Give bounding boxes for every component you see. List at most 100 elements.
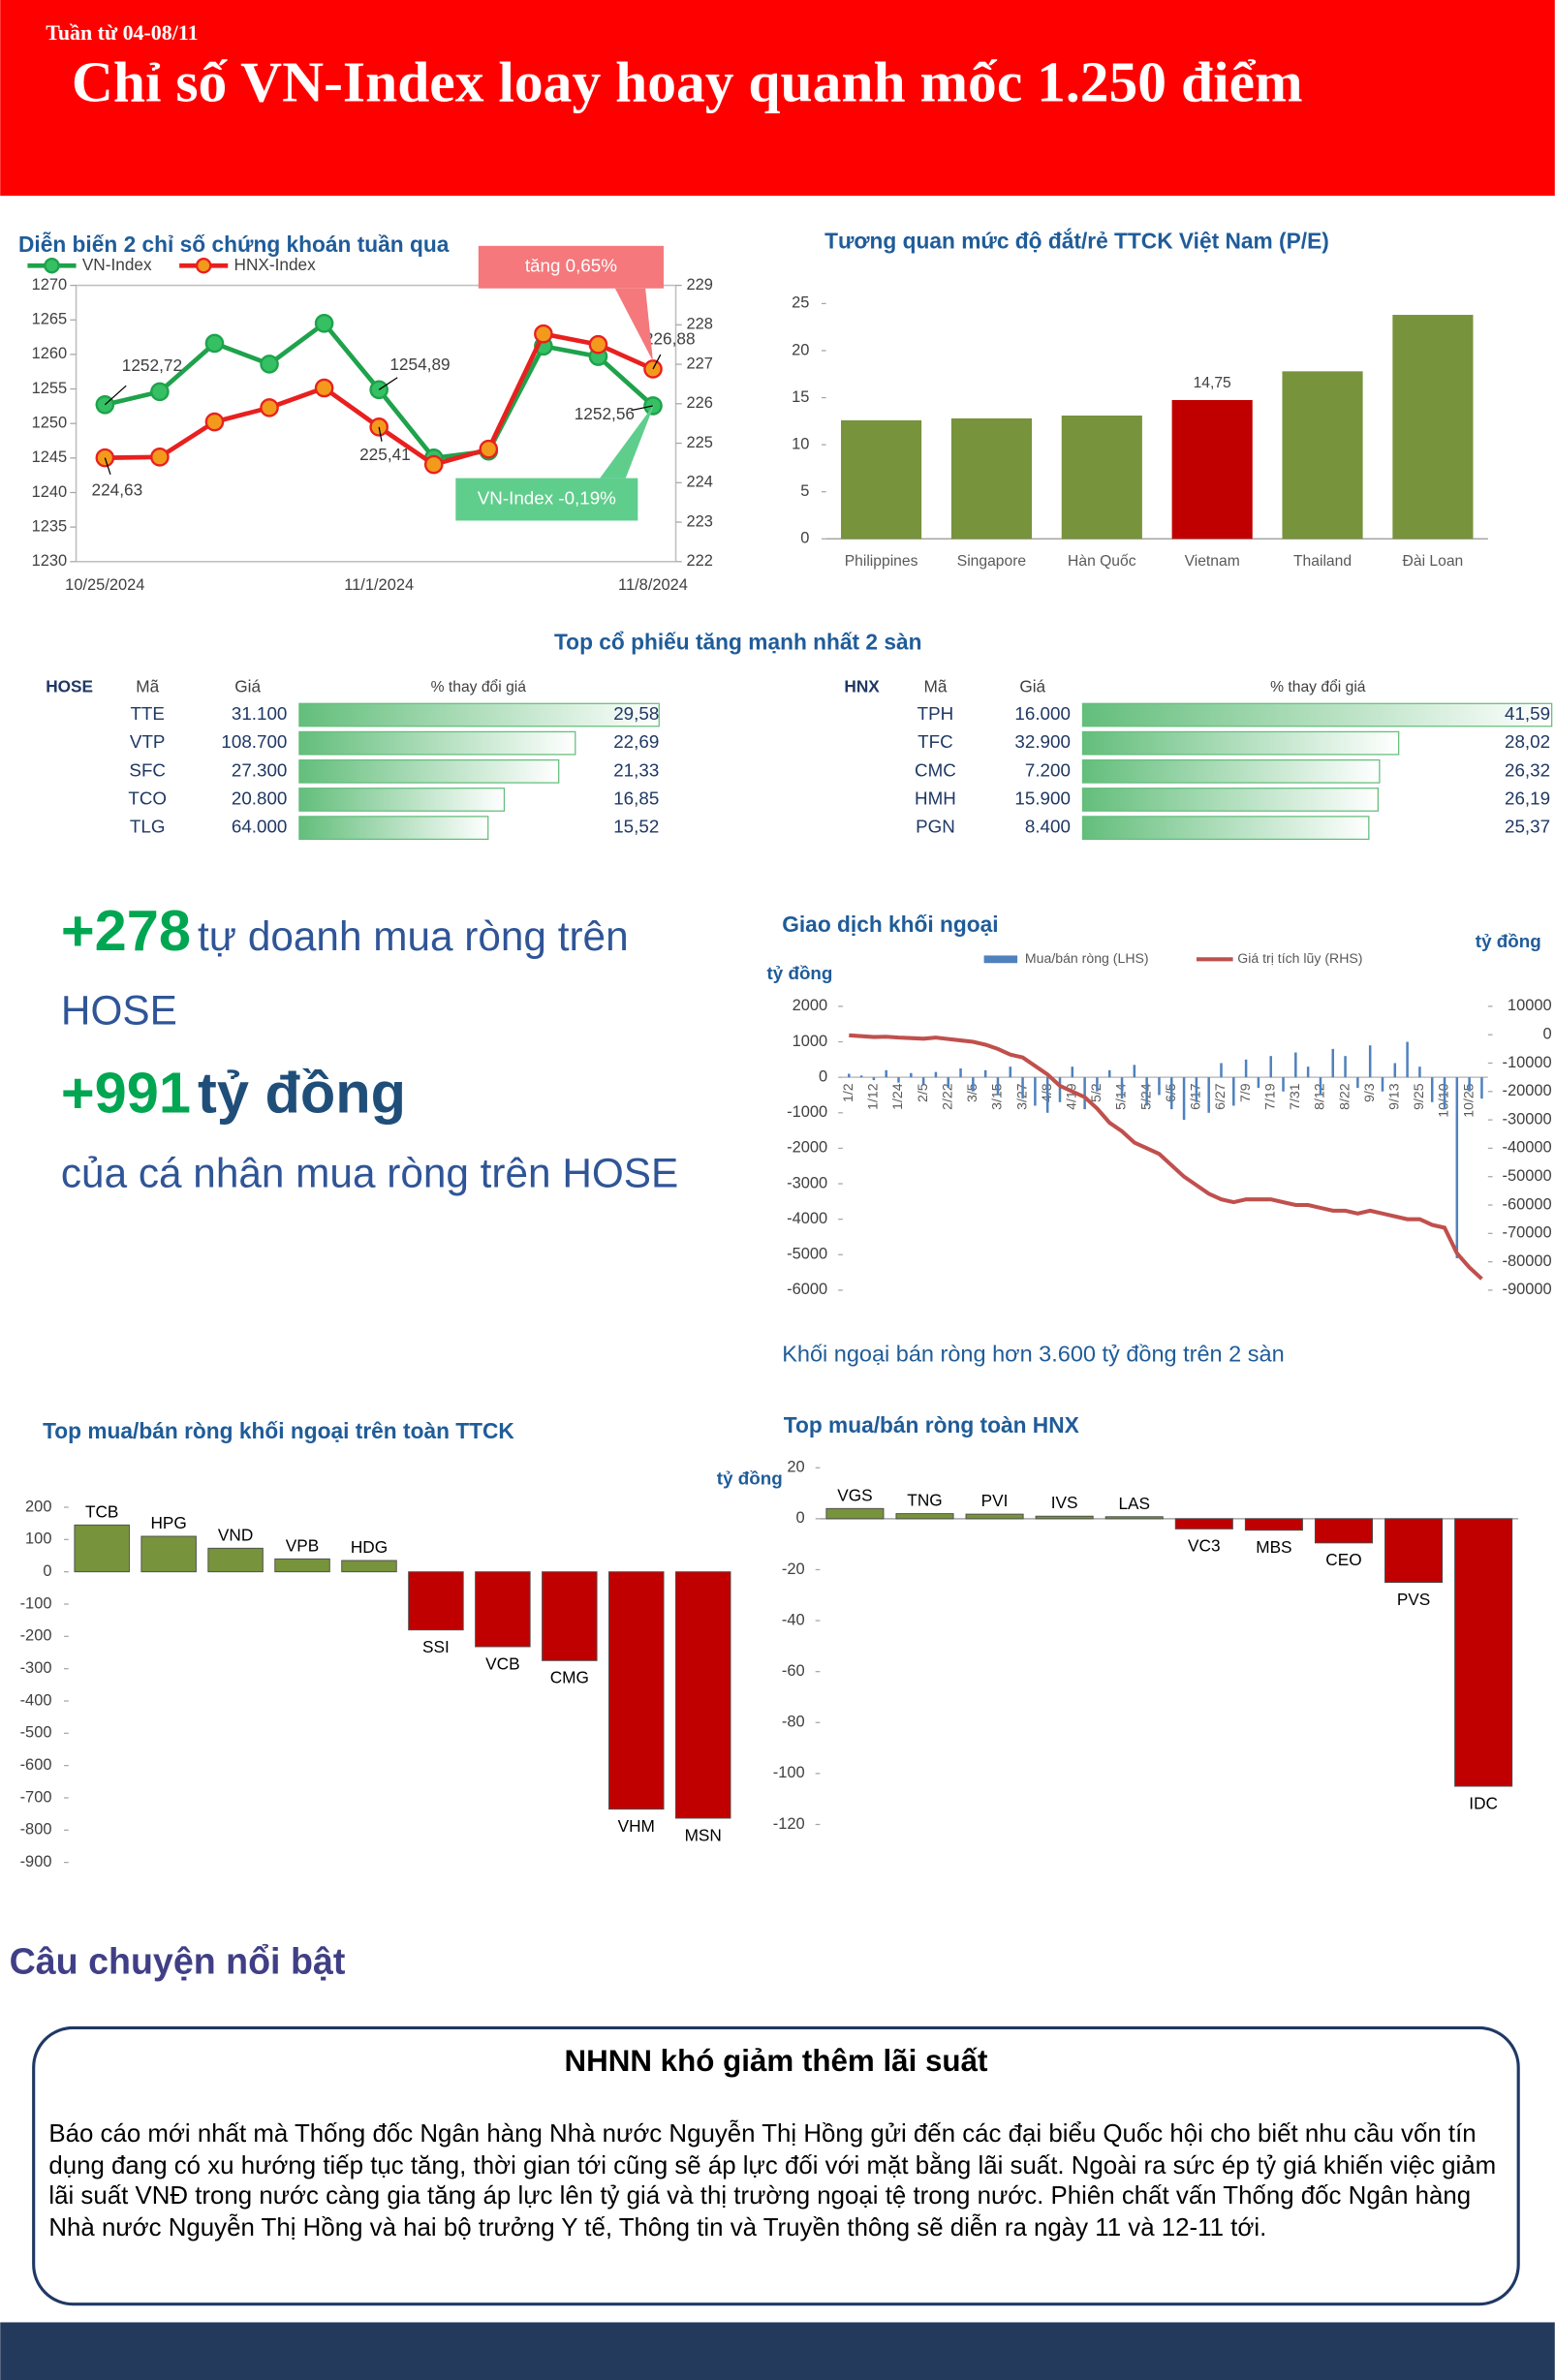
x-tick-label: 10/25/2024 [65, 576, 144, 594]
bar [1083, 1077, 1086, 1110]
change-bar [1081, 788, 1379, 812]
bar [207, 1547, 264, 1573]
tick-label: -40000 [1502, 1139, 1551, 1157]
tick-label: 1230 [32, 552, 68, 570]
highlights-box: +278 tự doanh mua ròng trên HOSE +991 tỷ… [61, 899, 729, 1202]
category-label: VND [218, 1525, 253, 1544]
story-box [32, 2025, 1520, 2306]
bar [475, 1571, 531, 1648]
stock-price: 7.200 [1025, 759, 1071, 780]
x-tick-label: 6/17 [1188, 1083, 1203, 1110]
category-label: Đài Loan [1403, 553, 1464, 570]
stock-price: 31.100 [232, 703, 288, 724]
tick-label: 1000 [793, 1033, 828, 1050]
bar [1314, 1518, 1374, 1544]
bar [910, 1072, 913, 1078]
change-bar [1081, 758, 1381, 784]
bar [1344, 1056, 1347, 1078]
highlights: +278 tự doanh mua ròng trên HOSE +991 tỷ… [61, 899, 729, 1202]
category-label: IDC [1469, 1793, 1498, 1812]
legend-marker [44, 257, 60, 274]
bar [1368, 1045, 1372, 1078]
value-label: 226,88 [644, 329, 696, 349]
change-label: 41,59 [1505, 703, 1550, 724]
bar [1282, 1077, 1285, 1092]
header-title: Chỉ số VN-Index loay hoay quanh mốc 1.25… [72, 50, 1303, 114]
x-tick-label: 7/19 [1261, 1083, 1277, 1110]
tick-label: -3000 [787, 1174, 827, 1191]
table-header: Giá [234, 676, 261, 695]
tick-label: 1240 [32, 483, 68, 501]
x-tick-label: 5/14 [1113, 1083, 1129, 1110]
point [314, 314, 334, 333]
legend-label: VN-Index [82, 255, 152, 274]
table-header: Giá [1019, 676, 1045, 695]
bar [1430, 1077, 1434, 1102]
value-label: 1252,72 [122, 355, 182, 375]
bar [934, 1071, 938, 1078]
bar [965, 1513, 1024, 1520]
bar [1454, 1518, 1513, 1787]
x-tick-label: 9/25 [1411, 1083, 1426, 1110]
stock-code: TTE [130, 703, 165, 724]
bar [1021, 1077, 1024, 1099]
bar [895, 1513, 954, 1520]
category-label: PVS [1397, 1590, 1430, 1609]
stock-code: PGN [916, 817, 955, 837]
tick-label: -90000 [1502, 1281, 1551, 1298]
table-exchange: HNX [844, 676, 880, 695]
bar [608, 1571, 665, 1810]
annotation-box [455, 478, 638, 521]
bar [1257, 1077, 1260, 1089]
point [588, 334, 608, 355]
x-tick-label: 5/24 [1137, 1083, 1153, 1110]
tick-label: 2000 [793, 997, 828, 1014]
change-bar [298, 702, 660, 727]
tick-label: -70000 [1502, 1224, 1551, 1242]
change-label: 16,85 [613, 788, 659, 808]
point [260, 355, 279, 374]
tick-label: 0 [819, 1067, 827, 1085]
tick-label: 10000 [1508, 997, 1552, 1014]
chart-caption: Khối ngoại bán ròng hơn 3.600 tỷ đồng tr… [782, 1342, 1284, 1367]
bar [1034, 1077, 1037, 1106]
tick-label: -30000 [1502, 1110, 1551, 1128]
x-tick-label: 6/27 [1212, 1083, 1228, 1110]
x-tick-label: 1/24 [889, 1083, 905, 1110]
category-label: VPB [286, 1535, 319, 1555]
category-label: SSI [422, 1637, 450, 1656]
change-label: 26,19 [1505, 788, 1550, 808]
bar [1232, 1077, 1235, 1106]
table-header: % thay đổi giá [431, 678, 527, 695]
annotation-pointer [614, 288, 654, 361]
change-bar [1081, 702, 1553, 727]
tick-label: -40 [782, 1611, 805, 1628]
tick-label: 226 [686, 394, 712, 412]
value-label: 225,41 [359, 445, 411, 464]
bar [959, 1067, 962, 1078]
bar [674, 1571, 731, 1819]
bar [1294, 1052, 1297, 1078]
tick-label: 0 [43, 1562, 51, 1580]
bar [1174, 1518, 1233, 1530]
tick-label: 223 [686, 512, 712, 530]
tick-label: -5000 [787, 1246, 827, 1263]
x-tick-label: 5/2 [1088, 1083, 1104, 1102]
tick-label: -20 [782, 1561, 805, 1578]
bar [1009, 1066, 1012, 1078]
tick-label: -2000 [787, 1139, 827, 1157]
leader-line [104, 457, 111, 476]
x-tick-label: 7/31 [1287, 1083, 1302, 1110]
tick-label: 0 [800, 530, 809, 547]
tick-label: 225 [686, 434, 712, 451]
section-heading: Top cổ phiếu tăng mạnh nhất 2 sàn [554, 629, 922, 654]
bar [1269, 1056, 1272, 1078]
point [260, 398, 279, 417]
annotation: tăng 0,65% [525, 256, 617, 276]
bar [1035, 1515, 1094, 1520]
bar [1418, 1066, 1421, 1078]
category-label: TCB [85, 1501, 118, 1521]
stock-code: TCO [128, 788, 167, 808]
bar [1244, 1059, 1248, 1078]
x-tick-label: 6/5 [1163, 1083, 1178, 1102]
